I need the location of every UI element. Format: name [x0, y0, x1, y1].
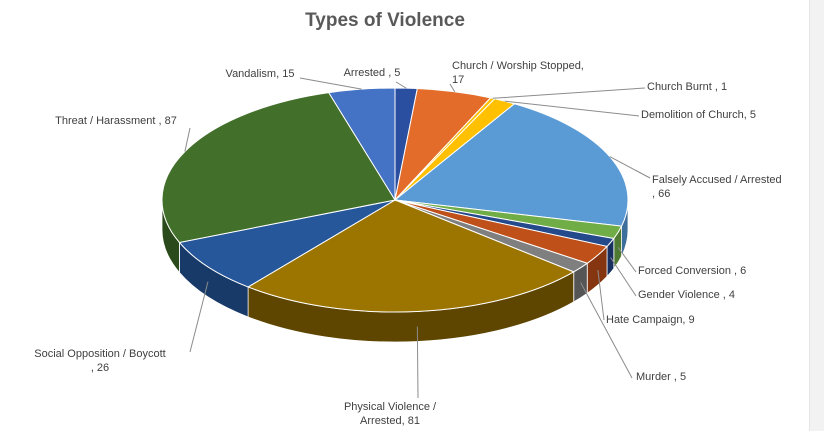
leader-line-11: [184, 127, 191, 152]
data-label-line: Hate Campaign, 9: [606, 314, 695, 326]
leader-line-9: [416, 326, 419, 399]
pie-slice-11: [161, 92, 396, 244]
data-label-line: , 26: [91, 362, 109, 374]
data-label-3: Demolition of Church, 5: [641, 109, 756, 121]
data-label-line: Church / Worship Stopped,: [452, 60, 584, 72]
data-label-line: Murder , 5: [636, 371, 686, 383]
leader-line-1: [449, 83, 456, 93]
data-label-line: 17: [452, 74, 464, 86]
data-label-11: Threat / Harassment , 87: [55, 115, 177, 127]
leader-line-8: [580, 282, 633, 379]
leader-line-7: [597, 270, 605, 321]
data-label-2: Church Burnt , 1: [647, 81, 727, 93]
data-label-line: Falsely Accused / Arrested: [652, 174, 782, 186]
data-label-line: Arrested , 5: [344, 67, 401, 79]
data-label-5: Forced Conversion , 6: [638, 265, 746, 277]
leader-line-4: [609, 156, 651, 179]
pie-slice-12: [327, 87, 396, 202]
leader-line-10: [189, 281, 209, 353]
scrollbar-strip: [809, 0, 824, 431]
data-label-4: Falsely Accused / Arrested , 66: [652, 174, 782, 200]
data-label-6: Gender Violence , 4: [638, 289, 735, 301]
data-label-line: , 66: [652, 188, 670, 200]
chart-title: Types of Violence: [305, 10, 465, 31]
data-label-0: Arrested , 5: [344, 67, 401, 79]
data-label-7: Hate Campaign, 9: [606, 314, 695, 326]
data-label-line: Arrested, 81: [360, 415, 420, 427]
data-label-12: Vandalism, 15: [226, 68, 295, 80]
data-label-line: Church Burnt , 1: [647, 81, 727, 93]
data-label-8: Murder , 5: [636, 371, 686, 383]
data-label-line: Vandalism, 15: [226, 68, 295, 80]
data-label-line: Physical Violence /: [344, 401, 437, 413]
data-label-line: Social Opposition / Boycott: [34, 348, 165, 360]
leader-line-12: [299, 77, 362, 90]
pie-slice-9: [246, 199, 575, 313]
data-label-line: Demolition of Church, 5: [641, 109, 756, 121]
data-label-1: Church / Worship Stopped, 17: [452, 60, 584, 86]
leader-line-3: [504, 100, 640, 117]
data-label-line: Threat / Harassment , 87: [55, 115, 177, 127]
leader-line-5: [617, 247, 637, 273]
leader-line-2: [492, 87, 646, 99]
leader-line-6: [610, 257, 637, 297]
leader-line-0: [395, 81, 407, 89]
pie-slice-10: [178, 199, 396, 288]
data-label-9: Physical Violence / Arrested, 81: [344, 401, 437, 427]
data-label-10: Social Opposition / Boycott , 26: [34, 348, 165, 374]
data-label-line: Gender Violence , 4: [638, 289, 735, 301]
data-label-line: Forced Conversion , 6: [638, 265, 746, 277]
